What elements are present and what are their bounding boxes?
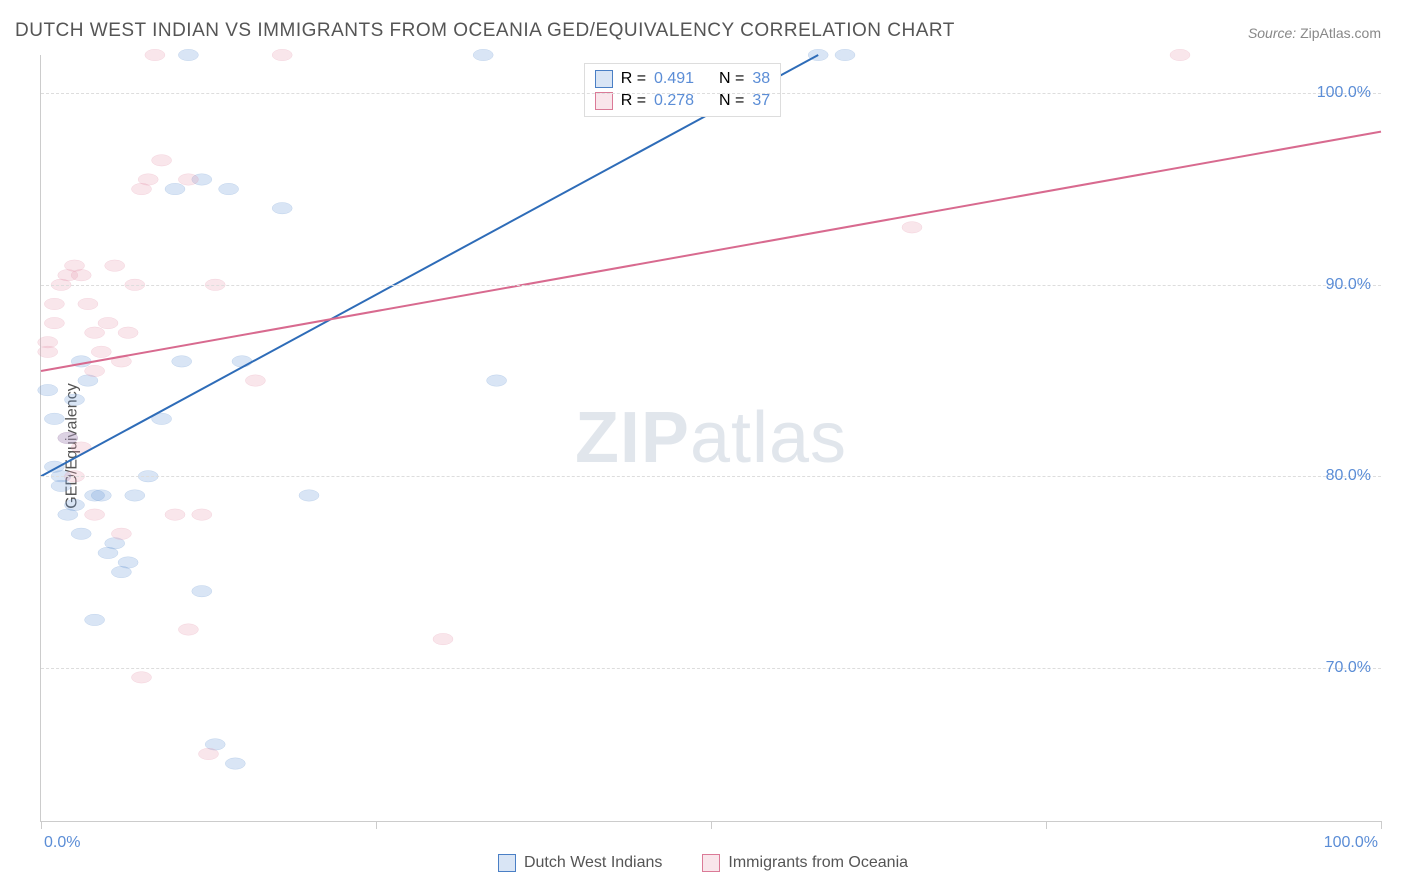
data-point [125, 490, 145, 501]
source-value: ZipAtlas.com [1300, 25, 1381, 41]
data-point [85, 509, 105, 520]
x-tick [1381, 821, 1382, 829]
data-point [145, 49, 165, 60]
data-point [178, 624, 198, 635]
data-point [433, 633, 453, 644]
data-point [58, 432, 78, 443]
data-point [85, 327, 105, 338]
data-point [118, 557, 138, 568]
data-point [91, 346, 111, 357]
data-point [98, 317, 118, 328]
data-point [225, 758, 245, 769]
data-point [105, 260, 125, 271]
legend-bottom-item: Dutch West Indians [498, 854, 662, 872]
data-point [91, 490, 111, 501]
data-point [165, 509, 185, 520]
legend-r-label: R = [621, 68, 646, 90]
data-point [131, 672, 151, 683]
data-point [272, 202, 292, 213]
data-point [219, 183, 239, 194]
data-point [198, 748, 218, 759]
data-point [473, 49, 493, 60]
legend-n-value: 38 [752, 68, 770, 90]
y-tick-label: 80.0% [1326, 467, 1371, 485]
data-point [165, 183, 185, 194]
legend-r-value: 0.491 [654, 68, 694, 90]
legend-n-label: N = [719, 68, 744, 90]
legend-series-name: Immigrants from Oceania [728, 854, 908, 872]
scatter-svg [41, 55, 1381, 821]
x-tick [711, 821, 712, 829]
legend-bottom: Dutch West Indians Immigrants from Oceani… [0, 854, 1406, 872]
data-point [138, 174, 158, 185]
legend-swatch [595, 70, 613, 88]
data-point [1170, 49, 1190, 60]
source-attribution: Source: ZipAtlas.com [1248, 25, 1381, 41]
regression-line [41, 132, 1381, 371]
data-point [111, 528, 131, 539]
data-point [64, 394, 84, 405]
legend-top-row: R = 0.491 N = 38 [595, 68, 770, 90]
x-tick-label-last: 100.0% [1324, 834, 1378, 852]
source-label: Source: [1248, 25, 1296, 41]
data-point [44, 413, 64, 424]
data-point [64, 499, 84, 510]
y-tick-label: 100.0% [1317, 84, 1371, 102]
x-tick [376, 821, 377, 829]
gridline [41, 668, 1381, 669]
gridline [41, 476, 1381, 477]
legend-bottom-item: Immigrants from Oceania [702, 854, 908, 872]
gridline [41, 285, 1381, 286]
data-point [44, 298, 64, 309]
data-point [71, 269, 91, 280]
chart-title: DUTCH WEST INDIAN VS IMMIGRANTS FROM OCE… [15, 20, 955, 42]
data-point [38, 384, 58, 395]
y-tick-label: 90.0% [1326, 276, 1371, 294]
legend-swatch [498, 854, 516, 872]
x-tick [1046, 821, 1047, 829]
x-tick [41, 821, 42, 829]
gridline [41, 93, 1381, 94]
data-point [178, 174, 198, 185]
regression-line [41, 55, 818, 476]
data-point [152, 155, 172, 166]
data-point [85, 614, 105, 625]
data-point [192, 585, 212, 596]
data-point [245, 375, 265, 386]
legend-top: R = 0.491 N = 38 R = 0.278 N = 37 [584, 63, 781, 117]
legend-series-name: Dutch West Indians [524, 854, 662, 872]
chart-plot-area: ZIPatlas R = 0.491 N = 38 R = 0.278 N = … [40, 55, 1381, 822]
data-point [272, 49, 292, 60]
data-point [902, 222, 922, 233]
x-tick-label-first: 0.0% [44, 834, 80, 852]
data-point [85, 365, 105, 376]
legend-swatch [702, 854, 720, 872]
y-tick-label: 70.0% [1326, 659, 1371, 677]
data-point [192, 509, 212, 520]
legend-swatch [595, 92, 613, 110]
data-point [487, 375, 507, 386]
data-point [835, 49, 855, 60]
data-point [172, 356, 192, 367]
data-point [44, 317, 64, 328]
data-point [78, 298, 98, 309]
data-point [299, 490, 319, 501]
data-point [71, 528, 91, 539]
data-point [178, 49, 198, 60]
data-point [232, 356, 252, 367]
data-point [38, 346, 58, 357]
data-point [118, 327, 138, 338]
data-point [51, 480, 71, 491]
